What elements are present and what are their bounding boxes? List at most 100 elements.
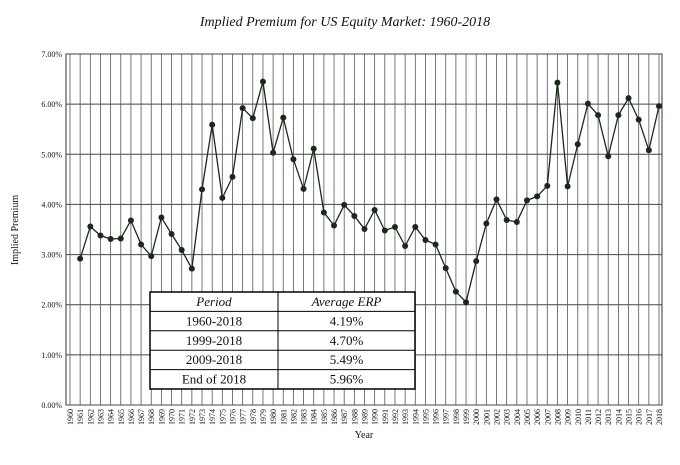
x-tick-label: 2007: [543, 409, 552, 425]
x-tick-label: 1964: [107, 409, 116, 425]
x-tick-label: 1968: [147, 409, 156, 425]
data-point: [452, 288, 459, 295]
data-point: [107, 236, 114, 243]
x-tick-label: 1978: [249, 409, 258, 425]
x-tick-label: 2006: [533, 409, 542, 425]
x-tick-label: 2003: [503, 409, 512, 425]
y-tick-label: 1.00%: [41, 351, 62, 360]
data-point: [483, 220, 490, 227]
x-tick-label: 2010: [574, 409, 583, 425]
table-header: Period: [195, 294, 232, 309]
data-point: [117, 235, 124, 242]
y-tick-label: 0.00%: [41, 401, 62, 410]
data-point: [168, 231, 175, 238]
data-point: [188, 265, 195, 272]
x-tick-label: 1997: [442, 409, 451, 425]
x-tick-label: 2009: [564, 409, 573, 425]
data-point: [493, 196, 500, 203]
x-tick-label: 2008: [553, 409, 562, 425]
x-tick-label: 2013: [604, 409, 613, 425]
x-tick-label: 1975: [218, 409, 227, 425]
x-tick-label: 1999: [462, 409, 471, 425]
x-tick-label: 1967: [137, 409, 146, 425]
x-tick-label: 1972: [188, 409, 197, 425]
x-tick-label: 1960: [66, 409, 75, 425]
x-tick-label: 2015: [625, 409, 634, 425]
x-tick-label: 1991: [381, 409, 390, 425]
x-tick-label: 1985: [320, 409, 329, 425]
x-tick-label: 1998: [452, 409, 461, 425]
data-point: [615, 112, 622, 119]
data-point: [523, 197, 530, 204]
x-tick-label: 1976: [228, 409, 237, 425]
data-point: [331, 222, 338, 229]
data-point: [270, 149, 277, 156]
x-axis-label: Year: [355, 430, 374, 441]
x-tick-label: 1965: [117, 409, 126, 425]
data-point: [574, 141, 581, 148]
table-cell: End of 2018: [182, 372, 246, 387]
data-point: [351, 212, 358, 219]
data-point: [97, 232, 104, 239]
x-tick-label: 1983: [300, 409, 309, 425]
erp-table: Period Average ERP 1960-2018 4.19% 1999-2018…: [149, 291, 416, 390]
data-point: [290, 156, 297, 163]
table-cell: 2009-2018: [186, 352, 242, 367]
x-tick-label: 1974: [208, 409, 217, 425]
x-tick-label: 1982: [289, 409, 298, 425]
data-point: [412, 223, 419, 230]
data-point: [199, 186, 206, 193]
y-tick-label: 4.00%: [41, 200, 62, 209]
data-point: [463, 299, 470, 306]
y-tick-label: 2.00%: [41, 301, 62, 310]
data-point: [645, 147, 652, 154]
data-point: [77, 255, 84, 262]
data-point: [148, 253, 155, 260]
data-point: [310, 145, 317, 152]
x-tick-label: 1962: [86, 409, 95, 425]
x-tick-label: 2002: [493, 409, 502, 425]
y-tick-label: 3.00%: [41, 251, 62, 260]
data-point: [239, 105, 246, 112]
x-tick-label: 2012: [594, 409, 603, 425]
data-point: [625, 95, 632, 102]
data-point: [656, 103, 662, 110]
x-tick-label: 2004: [513, 409, 522, 425]
x-tick-label: 2018: [655, 409, 664, 425]
table-bg: [149, 291, 416, 390]
x-tick-label: 2005: [523, 409, 532, 425]
data-point: [249, 115, 256, 122]
y-axis-label: Implied Premium: [10, 195, 21, 265]
y-tick-label: 7.00%: [41, 50, 62, 59]
data-point: [554, 79, 561, 86]
x-tick-label: 2017: [645, 409, 654, 425]
x-tick-label: 1994: [411, 409, 420, 425]
x-tick-label: 1981: [279, 409, 288, 425]
table-cell: 1960-2018: [186, 313, 242, 328]
x-tick-label: 2001: [482, 409, 491, 425]
chart-title: Implied Premium for US Equity Market: 19…: [199, 15, 490, 30]
data-point: [259, 78, 266, 85]
data-point: [595, 112, 602, 119]
data-point: [513, 218, 520, 225]
data-point: [209, 121, 216, 128]
data-point: [534, 193, 541, 200]
data-point: [442, 265, 449, 272]
data-point: [138, 241, 145, 248]
y-tick-label: 5.00%: [41, 150, 62, 159]
x-tick-label: 2016: [635, 409, 644, 425]
data-point: [391, 223, 398, 230]
data-point: [584, 100, 591, 107]
data-point: [422, 237, 429, 244]
x-tick-label: 1970: [168, 409, 177, 425]
data-point: [381, 227, 388, 234]
x-tick-label: 1995: [421, 409, 430, 425]
data-point: [127, 217, 134, 224]
data-point: [544, 182, 551, 189]
x-tick-label: 1989: [361, 409, 370, 425]
table-cell: 5.96%: [330, 372, 364, 387]
table-cell: 4.70%: [330, 333, 364, 348]
data-point: [432, 241, 439, 248]
x-tick-label: 1979: [259, 409, 268, 425]
